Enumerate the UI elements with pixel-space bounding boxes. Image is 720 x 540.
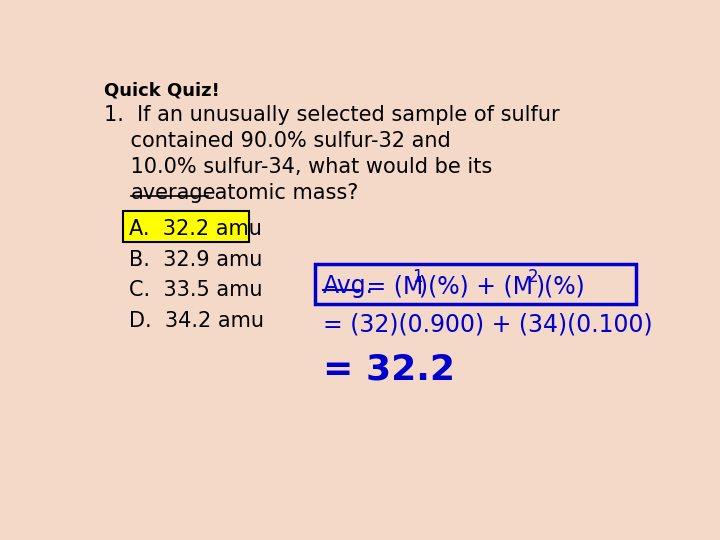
Text: contained 90.0% sulfur-32 and: contained 90.0% sulfur-32 and	[104, 131, 451, 151]
Text: )(%): )(%)	[536, 274, 585, 298]
FancyBboxPatch shape	[123, 211, 249, 242]
Text: average: average	[131, 184, 217, 204]
Text: atomic mass?: atomic mass?	[208, 184, 358, 204]
Text: C.  33.5 amu: C. 33.5 amu	[129, 280, 262, 300]
Text: = 32.2: = 32.2	[323, 353, 455, 387]
Text: 1.  If an unusually selected sample of sulfur: 1. If an unusually selected sample of su…	[104, 105, 559, 125]
Text: = (M: = (M	[359, 274, 423, 298]
Text: = (32)(0.900) + (34)(0.100): = (32)(0.900) + (34)(0.100)	[323, 313, 653, 337]
Text: B.  32.9 amu: B. 32.9 amu	[129, 249, 262, 269]
FancyBboxPatch shape	[315, 264, 636, 304]
Text: D.  34.2 amu: D. 34.2 amu	[129, 311, 264, 331]
Text: 10.0% sulfur-34, what would be its: 10.0% sulfur-34, what would be its	[104, 157, 492, 177]
Text: Quick Quiz!: Quick Quiz!	[104, 82, 220, 100]
Text: A.  32.2 amu: A. 32.2 amu	[129, 219, 261, 239]
Text: Avg.: Avg.	[323, 274, 374, 298]
Text: 2: 2	[528, 268, 539, 286]
Text: )(%) + (M: )(%) + (M	[419, 274, 534, 298]
Text: 1: 1	[412, 268, 422, 286]
